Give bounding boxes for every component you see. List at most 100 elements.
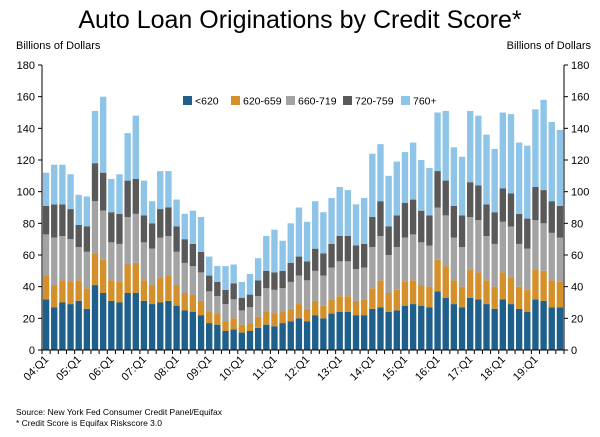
bar-segment <box>42 275 50 300</box>
bar-segment <box>418 285 425 306</box>
legend-swatch <box>231 96 240 105</box>
bar-segment <box>303 321 311 350</box>
bar-segment <box>254 258 262 281</box>
y-tick-label-right: 60 <box>571 250 583 262</box>
bar-segment <box>426 215 433 246</box>
bar-segment <box>450 147 458 206</box>
bar-segment <box>295 275 303 305</box>
bar-segment <box>352 300 360 316</box>
bar-segment <box>75 224 82 248</box>
bar-segment <box>67 239 74 282</box>
bar-segment <box>328 299 335 314</box>
bar-segment <box>197 315 205 350</box>
bar-segment <box>67 304 74 350</box>
bar-segment <box>75 247 82 281</box>
bar-segment <box>246 274 254 295</box>
bar-segment <box>328 313 335 350</box>
bar-segment <box>312 300 319 316</box>
bar-segment <box>450 304 458 350</box>
bar-segment <box>181 293 188 311</box>
bar-segment <box>491 286 498 309</box>
bar-segment <box>189 243 197 267</box>
bar-segment <box>548 307 555 350</box>
bar-segment <box>426 307 433 350</box>
bar-segment <box>197 272 205 301</box>
bar-segment <box>148 201 156 224</box>
bar-segment <box>458 286 466 308</box>
bar-segment <box>336 312 343 350</box>
bar-segment <box>99 172 107 211</box>
bar-segment <box>116 174 123 214</box>
x-tick-label: 09:Q1 <box>185 354 215 384</box>
bar-segment <box>524 248 531 290</box>
bar-segment <box>157 237 164 278</box>
bar-segment <box>132 179 139 214</box>
bar-segment <box>132 213 139 263</box>
bar-segment <box>295 207 303 257</box>
bar-segment <box>230 264 237 284</box>
bar-segment <box>556 129 564 206</box>
bar-segment <box>165 275 172 301</box>
bar-segment <box>214 281 221 297</box>
bar-segment <box>157 171 164 210</box>
bar-segment <box>279 312 286 324</box>
bar-segment <box>254 327 262 350</box>
bar-segment <box>222 289 229 305</box>
y-tick-label-right: 40 <box>571 282 583 294</box>
bar-segment <box>556 281 564 308</box>
x-tick-label: 07:Q1 <box>119 354 149 384</box>
bar-segment <box>532 186 539 221</box>
bar-segment <box>148 248 156 286</box>
bar-segment <box>450 280 458 305</box>
bar-segment <box>271 326 278 350</box>
bar-segment <box>360 299 368 316</box>
bar-segment <box>540 223 547 271</box>
bar-segment <box>189 210 197 244</box>
bar-segment <box>165 300 172 350</box>
bar-segment <box>377 236 384 281</box>
bar-segment <box>328 267 335 300</box>
bar-segment <box>238 297 246 311</box>
legend-swatch <box>286 96 295 105</box>
bar-segment <box>116 213 123 244</box>
bar-segment <box>320 253 327 276</box>
bar-segment <box>369 217 376 248</box>
bar-segment <box>524 145 531 219</box>
bar-segment <box>83 308 91 350</box>
bar-segment <box>271 229 278 273</box>
bar-segment <box>148 285 156 305</box>
bar-segment <box>352 269 360 301</box>
bar-segment <box>434 207 441 260</box>
bar-segment <box>515 213 523 244</box>
bar-segment <box>515 243 523 287</box>
legend-swatch <box>183 96 192 105</box>
bar-segment <box>467 269 474 298</box>
bar-segment <box>116 281 123 303</box>
bar-segment <box>409 280 417 305</box>
bars-layer <box>42 96 564 350</box>
bar-segment <box>263 324 270 350</box>
bar-segment <box>320 275 327 306</box>
x-tick-label: 16:Q1 <box>413 354 443 384</box>
bar-segment <box>254 280 262 297</box>
bar-segment <box>99 210 107 260</box>
bar-segment <box>214 266 221 282</box>
y-tick-label-right: 180 <box>571 60 589 72</box>
bar-segment <box>181 213 188 240</box>
bar-segment <box>409 234 417 281</box>
bar-segment <box>287 262 294 282</box>
bar-segment <box>83 196 91 227</box>
bar-segment <box>393 310 400 350</box>
bar-segment <box>507 277 515 305</box>
bar-segment <box>42 172 50 206</box>
bar-segment <box>312 315 319 350</box>
bar-segment <box>483 280 490 305</box>
bar-segment <box>165 207 172 236</box>
bar-segment <box>59 204 66 236</box>
bar-segment <box>312 270 319 301</box>
bar-segment <box>360 315 368 350</box>
bar-segment <box>475 185 482 221</box>
bar-segment <box>67 281 74 305</box>
bar-segment <box>230 283 237 300</box>
